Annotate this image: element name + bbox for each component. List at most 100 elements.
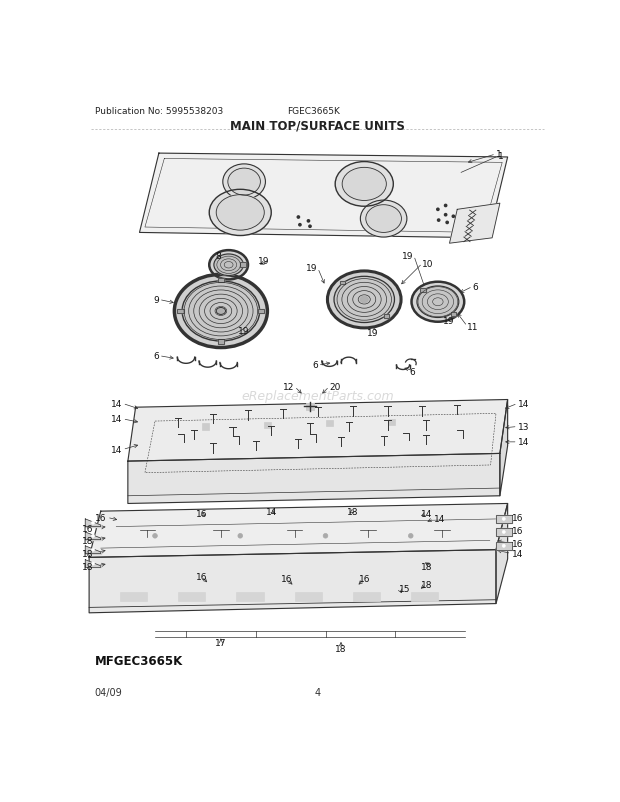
Text: 9: 9 bbox=[153, 296, 159, 305]
Text: 13: 13 bbox=[518, 423, 529, 431]
Bar bbox=[410, 592, 438, 602]
Text: 14: 14 bbox=[434, 515, 445, 524]
Circle shape bbox=[308, 221, 309, 223]
Text: 14: 14 bbox=[518, 399, 529, 408]
Ellipse shape bbox=[210, 251, 248, 280]
Bar bbox=[384, 315, 389, 319]
Text: 18: 18 bbox=[81, 562, 93, 571]
Polygon shape bbox=[86, 533, 100, 540]
Polygon shape bbox=[86, 519, 100, 527]
Bar bbox=[177, 310, 184, 314]
Bar bbox=[241, 263, 246, 268]
Polygon shape bbox=[86, 560, 100, 568]
Ellipse shape bbox=[417, 286, 459, 318]
Text: 16: 16 bbox=[81, 524, 93, 533]
Circle shape bbox=[323, 534, 328, 538]
Text: FGEC3665K: FGEC3665K bbox=[286, 107, 340, 116]
Text: 14: 14 bbox=[265, 507, 277, 516]
Bar bbox=[420, 289, 426, 292]
Text: 1: 1 bbox=[497, 152, 503, 160]
Text: 18: 18 bbox=[81, 537, 93, 545]
Polygon shape bbox=[496, 504, 508, 604]
Circle shape bbox=[445, 205, 447, 208]
Bar bbox=[236, 592, 264, 602]
Polygon shape bbox=[450, 204, 500, 244]
Text: 19: 19 bbox=[238, 327, 249, 336]
Bar bbox=[202, 423, 210, 430]
Text: 6: 6 bbox=[153, 352, 159, 361]
Bar bbox=[258, 310, 264, 314]
Ellipse shape bbox=[327, 272, 401, 329]
Bar bbox=[384, 315, 389, 319]
Text: 04/09: 04/09 bbox=[94, 687, 122, 697]
Text: 18: 18 bbox=[81, 549, 93, 558]
Circle shape bbox=[502, 545, 505, 548]
Text: eReplacementParts.com: eReplacementParts.com bbox=[241, 390, 394, 403]
Circle shape bbox=[92, 562, 94, 565]
Bar bbox=[218, 340, 224, 345]
Text: 19: 19 bbox=[402, 252, 414, 261]
Polygon shape bbox=[496, 529, 511, 536]
Ellipse shape bbox=[223, 164, 265, 200]
Text: 19: 19 bbox=[306, 264, 317, 273]
Bar bbox=[177, 310, 184, 314]
Text: 14: 14 bbox=[420, 509, 432, 518]
Text: 16: 16 bbox=[281, 575, 293, 584]
Text: 15: 15 bbox=[399, 584, 410, 593]
Polygon shape bbox=[86, 546, 100, 554]
Bar bbox=[294, 592, 322, 602]
Text: MAIN TOP/SURFACE UNITS: MAIN TOP/SURFACE UNITS bbox=[230, 119, 405, 132]
Bar bbox=[340, 282, 345, 285]
Bar bbox=[451, 313, 456, 316]
Circle shape bbox=[438, 220, 440, 222]
Ellipse shape bbox=[182, 282, 260, 342]
Text: 16: 16 bbox=[196, 509, 207, 518]
Bar bbox=[179, 592, 205, 602]
Text: 16: 16 bbox=[512, 539, 523, 549]
Bar bbox=[264, 423, 272, 428]
Bar bbox=[451, 313, 456, 316]
Text: 16: 16 bbox=[196, 573, 207, 581]
Text: 20: 20 bbox=[329, 383, 341, 391]
Circle shape bbox=[502, 517, 505, 520]
Ellipse shape bbox=[216, 196, 264, 231]
Ellipse shape bbox=[228, 169, 260, 196]
Polygon shape bbox=[500, 400, 508, 496]
Text: 8: 8 bbox=[216, 252, 221, 261]
Ellipse shape bbox=[216, 308, 226, 315]
Polygon shape bbox=[128, 400, 508, 461]
Ellipse shape bbox=[412, 282, 464, 322]
Text: 14: 14 bbox=[111, 415, 123, 423]
Text: 19: 19 bbox=[443, 316, 455, 326]
Text: 6: 6 bbox=[409, 367, 415, 376]
Polygon shape bbox=[89, 504, 508, 557]
Bar bbox=[241, 263, 246, 268]
Polygon shape bbox=[128, 454, 500, 504]
Circle shape bbox=[452, 216, 454, 218]
Text: 16: 16 bbox=[95, 513, 107, 522]
Circle shape bbox=[92, 521, 94, 525]
Text: 19: 19 bbox=[258, 257, 270, 265]
Circle shape bbox=[445, 214, 447, 217]
Bar bbox=[218, 278, 224, 283]
Ellipse shape bbox=[342, 168, 386, 201]
Text: 12: 12 bbox=[283, 383, 294, 391]
Text: 17: 17 bbox=[215, 638, 227, 646]
Text: 16: 16 bbox=[358, 575, 370, 584]
Text: 4: 4 bbox=[315, 687, 321, 697]
Circle shape bbox=[92, 535, 94, 537]
Text: 14: 14 bbox=[111, 399, 123, 408]
Polygon shape bbox=[496, 542, 511, 550]
Bar bbox=[420, 289, 426, 292]
Polygon shape bbox=[89, 550, 496, 613]
Text: 16: 16 bbox=[512, 513, 523, 522]
Text: 18: 18 bbox=[335, 644, 347, 653]
Text: 18: 18 bbox=[420, 580, 432, 589]
Text: 6: 6 bbox=[312, 361, 317, 370]
Text: 18: 18 bbox=[347, 507, 358, 516]
Ellipse shape bbox=[174, 275, 267, 348]
Text: 1: 1 bbox=[496, 150, 502, 159]
Text: 14: 14 bbox=[512, 549, 523, 558]
Bar bbox=[258, 310, 264, 314]
Circle shape bbox=[309, 226, 311, 228]
